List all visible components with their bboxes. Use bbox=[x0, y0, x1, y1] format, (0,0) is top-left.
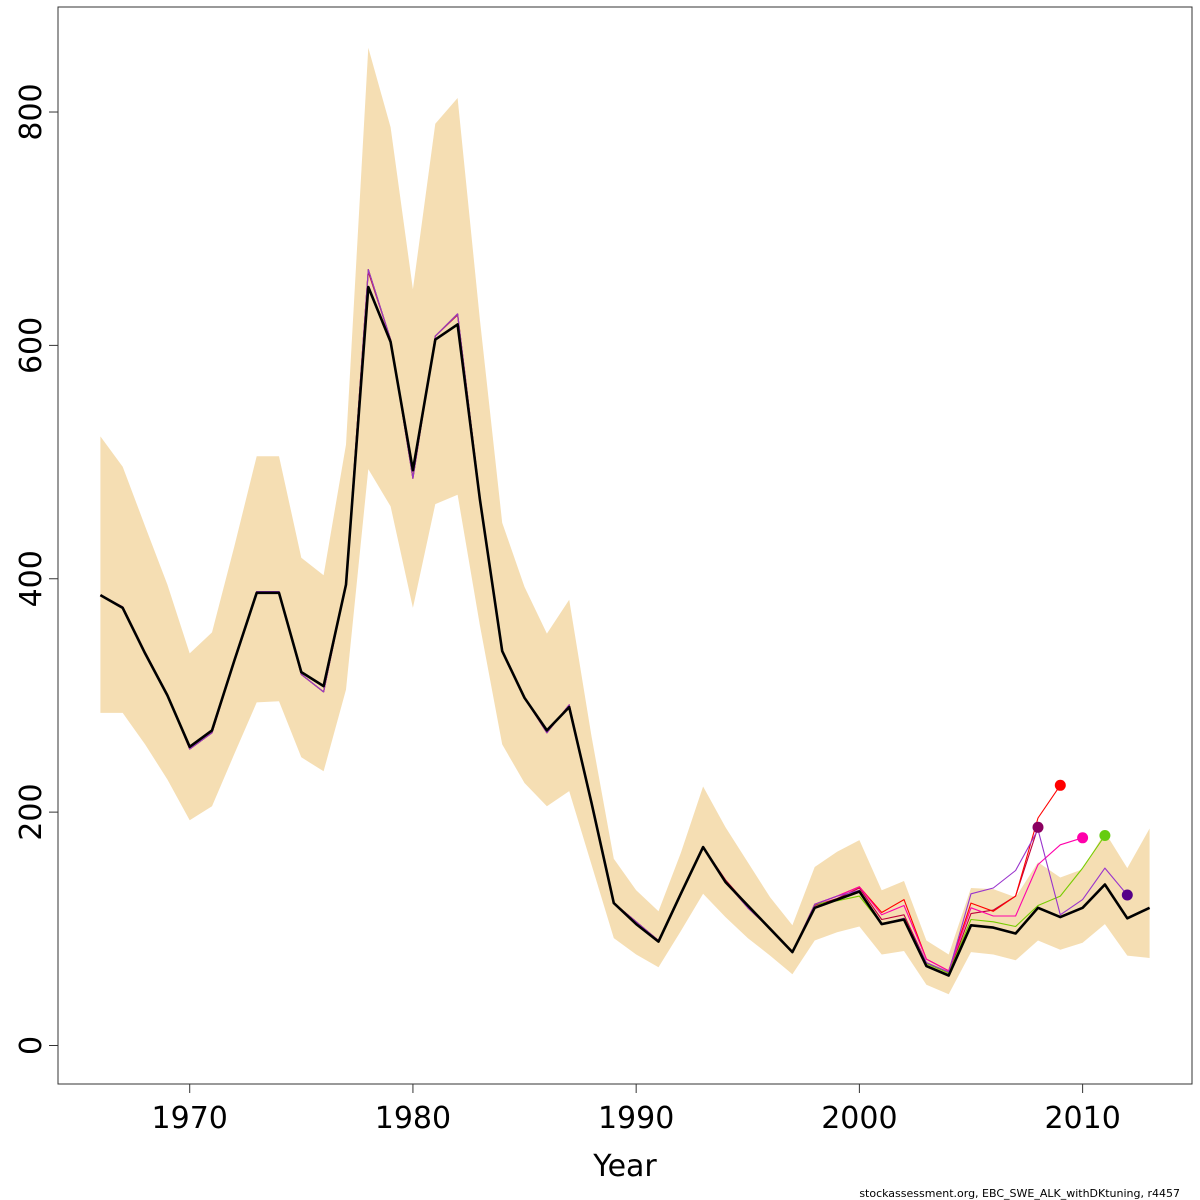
y-tick-label: 600 bbox=[14, 317, 49, 374]
y-tick-label: 200 bbox=[14, 783, 49, 840]
series-endpoint-marker-4 bbox=[1099, 830, 1111, 841]
x-tick-label: 1990 bbox=[598, 1101, 674, 1136]
y-axis: 0 200 400 600 800 bbox=[14, 83, 59, 1055]
x-tick-label: 2000 bbox=[821, 1101, 897, 1136]
x-axis: 1970 1980 1990 2000 2010 bbox=[152, 1083, 1121, 1136]
y-tick-label: 400 bbox=[14, 550, 49, 607]
x-tick-label: 2010 bbox=[1044, 1101, 1120, 1136]
y-tick-label: 800 bbox=[14, 83, 49, 140]
series-layer bbox=[99, 268, 1151, 977]
x-tick-label: 1980 bbox=[375, 1101, 451, 1136]
endpoint-markers-layer bbox=[1032, 779, 1133, 901]
series-endpoint-marker-3 bbox=[1077, 832, 1089, 844]
series-endpoint-marker-5 bbox=[1121, 889, 1133, 901]
confidence-band bbox=[100, 47, 1150, 995]
y-tick-label: 0 bbox=[14, 1036, 49, 1055]
series-line-main bbox=[99, 285, 1151, 977]
x-axis-title: Year bbox=[592, 1149, 657, 1184]
footer-caption: stockassessment.org, EBC_SWE_ALK_withDKt… bbox=[859, 1187, 1180, 1200]
confidence-band-layer bbox=[100, 47, 1150, 995]
series-endpoint-marker-2 bbox=[1054, 779, 1066, 791]
x-tick-label: 1970 bbox=[152, 1101, 228, 1136]
series-endpoint-marker-1 bbox=[1032, 821, 1044, 833]
